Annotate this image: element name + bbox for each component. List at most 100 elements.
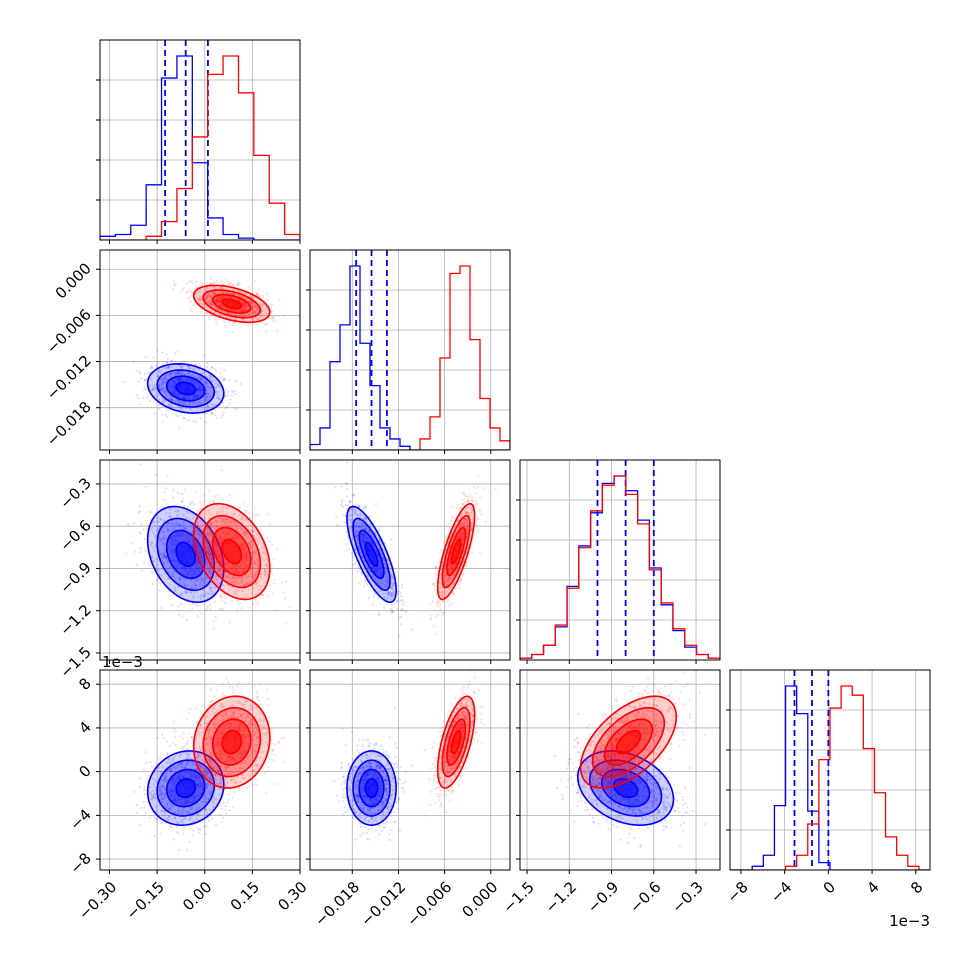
scatter-point (176, 523, 179, 527)
scatter-point (347, 548, 351, 551)
scatter-point (221, 608, 225, 611)
scatter-point (216, 299, 220, 302)
scatter-point (199, 565, 202, 569)
scatter-point (216, 549, 219, 552)
scatter-point (142, 388, 146, 391)
scatter-point (229, 296, 233, 300)
scatter-point (208, 394, 211, 397)
scatter-point (200, 379, 203, 382)
scatter-point (215, 561, 218, 564)
scatter-point (165, 555, 168, 558)
scatter-point (248, 606, 252, 609)
scatter-point (181, 567, 184, 570)
scatter-point (171, 543, 174, 546)
scatter-point (284, 622, 287, 625)
scatter-point (224, 406, 228, 410)
scatter-point (182, 396, 185, 400)
scatter-point (170, 359, 173, 362)
scatter-point (252, 296, 256, 299)
scatter-point (180, 378, 183, 381)
scatter-point (192, 419, 195, 423)
scatter-point (191, 393, 195, 397)
scatter-point (180, 365, 183, 368)
scatter-point (200, 389, 204, 392)
scatter-point (172, 391, 175, 395)
scatter-point (247, 511, 251, 515)
scatter-point (203, 371, 206, 374)
scatter-point (179, 525, 183, 528)
scatter-point (197, 382, 200, 385)
scatter-point (192, 502, 196, 506)
scatter-point (191, 574, 194, 578)
scatter-point (174, 372, 177, 375)
scatter-point (213, 600, 217, 603)
scatter-point (223, 294, 227, 298)
scatter-point (175, 513, 179, 517)
scatter-point (196, 394, 199, 398)
scatter-point (218, 607, 222, 611)
scatter-point (182, 360, 186, 363)
scatter-point (259, 314, 263, 317)
scatter-point (176, 377, 179, 381)
scatter-point (207, 293, 210, 297)
scatter-point (478, 510, 482, 513)
scatter-point (182, 416, 185, 419)
scatter-point (205, 389, 209, 393)
scatter-point (227, 280, 230, 283)
scatter-point (192, 560, 195, 563)
scatter-point (223, 377, 226, 381)
scatter-point (345, 461, 349, 464)
scatter-point (241, 305, 245, 308)
scatter-point (242, 318, 245, 322)
scatter-point (265, 307, 268, 310)
scatter-point (164, 487, 168, 490)
scatter-point (218, 385, 222, 389)
scatter-point (212, 500, 215, 503)
scatter-point (217, 308, 221, 311)
scatter-point (186, 536, 189, 540)
scatter-point (169, 397, 172, 400)
scatter-point (200, 371, 204, 375)
scatter-point (161, 377, 164, 381)
scatter-point (165, 415, 168, 418)
scatter-point (147, 372, 150, 375)
scatter-point (399, 608, 403, 612)
scatter-point (173, 380, 176, 384)
scatter-point (186, 511, 189, 514)
scatter-point (250, 301, 253, 304)
scatter-point (268, 539, 271, 543)
scatter-point (198, 385, 202, 388)
scatter-point (441, 614, 444, 617)
scatter-point (233, 313, 236, 316)
scatter-point (190, 566, 193, 570)
scatter-point (238, 602, 242, 605)
scatter-point (196, 387, 199, 390)
scatter-point (442, 612, 445, 615)
scatter-point (175, 542, 178, 545)
scatter-point (357, 581, 360, 585)
scatter-point (157, 526, 161, 530)
scatter-point (232, 292, 236, 296)
scatter-point (215, 416, 219, 420)
scatter-point (241, 302, 245, 306)
scatter-point (220, 296, 223, 299)
scatter-point (186, 290, 189, 294)
panel-border (99, 39, 301, 241)
scatter-point (202, 494, 205, 498)
scatter-point (221, 378, 225, 381)
scatter-point (132, 521, 136, 525)
scatter-point (218, 300, 221, 304)
scatter-point (252, 305, 256, 309)
scatter-point (165, 512, 168, 515)
scatter-point (200, 553, 203, 556)
scatter-point (221, 296, 224, 299)
scatter-point (223, 368, 226, 372)
scatter-point (166, 365, 170, 369)
scatter-point (158, 537, 161, 540)
scatter-point (174, 399, 177, 403)
scatter-point (223, 377, 226, 381)
scatter-point (229, 308, 232, 312)
scatter-point (165, 557, 168, 561)
scatter-point (151, 388, 154, 391)
scatter-point (217, 300, 220, 303)
